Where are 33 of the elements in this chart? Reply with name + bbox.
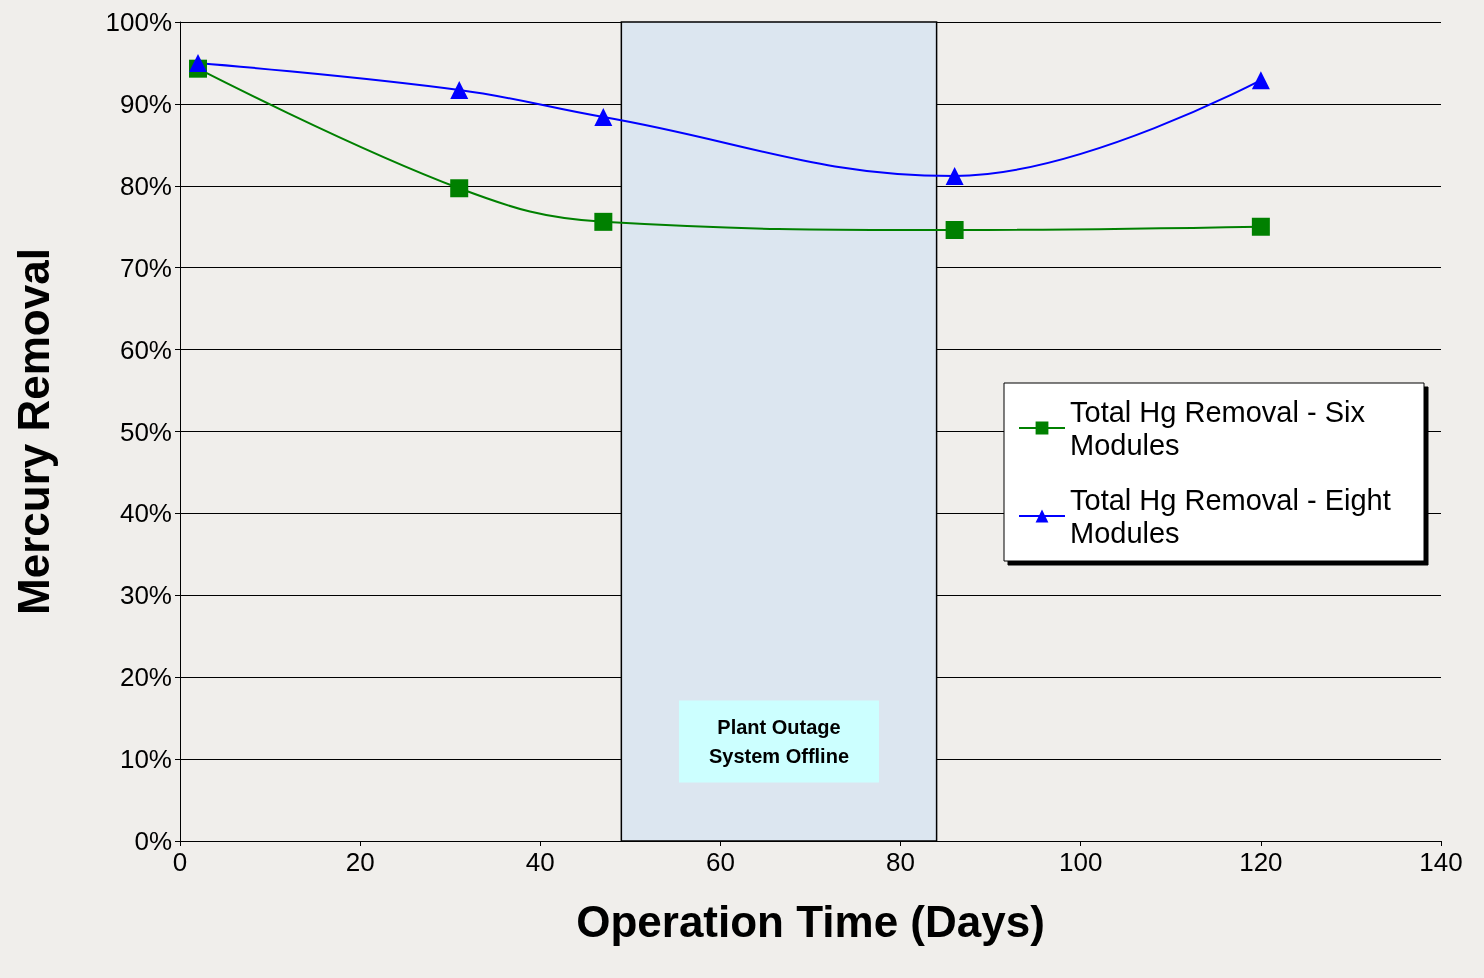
- point: [945, 166, 964, 185]
- legend-label: Total Hg Removal - Six Modules: [1070, 395, 1373, 461]
- point: [189, 53, 208, 72]
- point: [1251, 217, 1270, 236]
- y-tick-label: 60%: [119, 334, 172, 365]
- x-tick-label: 40: [525, 847, 555, 877]
- x-tick-label: 20: [345, 847, 375, 877]
- y-axis-title: Mercury Removal: [8, 248, 58, 615]
- x-tick-label: 140: [1419, 847, 1463, 877]
- point: [1251, 71, 1270, 90]
- band-label: Plant Outage System Offline: [708, 716, 849, 767]
- x-tick-label: 0: [172, 847, 188, 877]
- y-tick-label: 0%: [134, 826, 172, 856]
- y-tick-label: 40%: [119, 498, 172, 529]
- x-tick-label: 120: [1239, 847, 1283, 877]
- y-tick-label: 50%: [119, 416, 172, 447]
- y-tick-label: 100%: [105, 7, 172, 37]
- x-tick-label: 100: [1059, 847, 1103, 877]
- y-tick-label: 70%: [119, 252, 172, 283]
- point: [945, 221, 964, 240]
- y-tick-label: 10%: [119, 744, 172, 775]
- legend-label: Total Hg Removal - Eight Modules: [1070, 483, 1399, 549]
- y-tick-label: 90%: [119, 88, 172, 119]
- point: [594, 212, 613, 231]
- point: [450, 80, 469, 99]
- x-tick-label: 80: [886, 847, 916, 877]
- point: [450, 179, 469, 198]
- y-tick-label: 20%: [119, 662, 172, 693]
- y-tick-label: 30%: [119, 580, 172, 611]
- x-axis-title: Operation Time (Days): [576, 896, 1045, 946]
- y-tick-label: 80%: [119, 170, 172, 201]
- x-tick-label: 60: [705, 847, 735, 877]
- point: [594, 108, 613, 126]
